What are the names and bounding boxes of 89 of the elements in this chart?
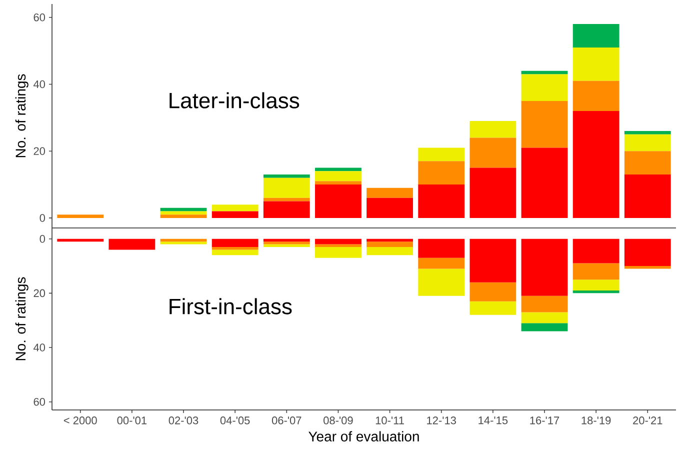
bar (521, 238, 568, 296)
y-tick-label: 40 (33, 344, 46, 352)
bar (624, 266, 671, 269)
text: Later-in-class (170, 92, 300, 108)
x-tick-label: 04-'05 (220, 416, 250, 424)
y-tick-label: 60 (34, 398, 46, 406)
bar (108, 238, 156, 250)
y-tick-label: 40 (33, 80, 46, 88)
bar (263, 242, 310, 244)
bar (366, 247, 413, 256)
bar (418, 148, 465, 162)
bar (418, 258, 465, 269)
bar (521, 312, 568, 324)
bar (366, 198, 413, 218)
bar (470, 121, 516, 138)
x-tick-label: 08-'09 (324, 416, 353, 424)
bar (160, 208, 207, 212)
bar (212, 238, 258, 248)
bar (572, 47, 620, 81)
bar (160, 242, 207, 244)
y-tick-label: 20 (34, 289, 46, 298)
bar (160, 214, 207, 218)
bar (470, 138, 516, 168)
bar (263, 201, 310, 218)
y-tick-label: 60 (34, 13, 46, 22)
bar (470, 282, 516, 302)
bar (572, 110, 620, 218)
bar (263, 244, 310, 248)
bar (315, 247, 362, 258)
x-tick-label: 00-'01 (117, 416, 147, 424)
y-tick-label: 20 (34, 147, 46, 155)
bar (263, 238, 310, 242)
x-axis-title: Year of evaluation (308, 431, 419, 442)
x-tick-label: 12-'13 (427, 416, 456, 424)
bar (572, 80, 620, 111)
bar (572, 263, 620, 280)
bar (624, 131, 671, 134)
bar (418, 238, 465, 258)
bar (470, 301, 516, 315)
bar (366, 188, 413, 198)
bar (212, 250, 258, 256)
y-axis-title: No. of ratings (15, 74, 28, 158)
x-tick-label: 20-'21 (633, 416, 662, 424)
bar (366, 242, 413, 248)
text: First-in-class (170, 298, 292, 314)
bar (418, 268, 465, 296)
y-tick-label: 0 (40, 214, 46, 222)
bar (624, 134, 671, 152)
bar (315, 244, 362, 248)
bar (521, 100, 568, 148)
x-tick-label: 06-'07 (272, 416, 302, 424)
x-tick-label: 10-'11 (376, 416, 404, 424)
bar (263, 178, 310, 198)
bar (521, 323, 568, 332)
y-axis-title: No. of ratings (15, 277, 28, 360)
bar (470, 168, 516, 218)
bar (521, 296, 568, 312)
x-tick-label: 14-'15 (478, 416, 508, 424)
bar (624, 151, 671, 174)
bar (366, 238, 413, 242)
y-tick-label: 0 (40, 234, 46, 243)
bar (315, 168, 362, 172)
bar (212, 211, 258, 218)
bar (212, 247, 258, 250)
bar (315, 171, 362, 182)
bar (160, 238, 207, 242)
bar (572, 24, 620, 48)
bar (521, 148, 568, 218)
x-tick-label: 16-'17 (530, 416, 560, 424)
bar (624, 174, 671, 218)
bar (263, 198, 310, 202)
bar (263, 174, 310, 178)
bar (57, 214, 104, 218)
bar (212, 204, 258, 212)
bar (315, 181, 362, 185)
x-tick-label: 18-'19 (582, 416, 611, 424)
x-tick-label: 02-'03 (168, 416, 198, 424)
bar (572, 280, 620, 290)
bar (521, 74, 568, 101)
bar (418, 184, 465, 218)
bar (572, 238, 620, 264)
bar (470, 238, 516, 282)
bar (572, 290, 620, 294)
bar (315, 238, 362, 244)
bar (624, 238, 671, 266)
bar (57, 238, 104, 242)
bar (315, 184, 362, 218)
bar (418, 161, 465, 185)
x-tick-label: < 2000 (64, 416, 97, 424)
